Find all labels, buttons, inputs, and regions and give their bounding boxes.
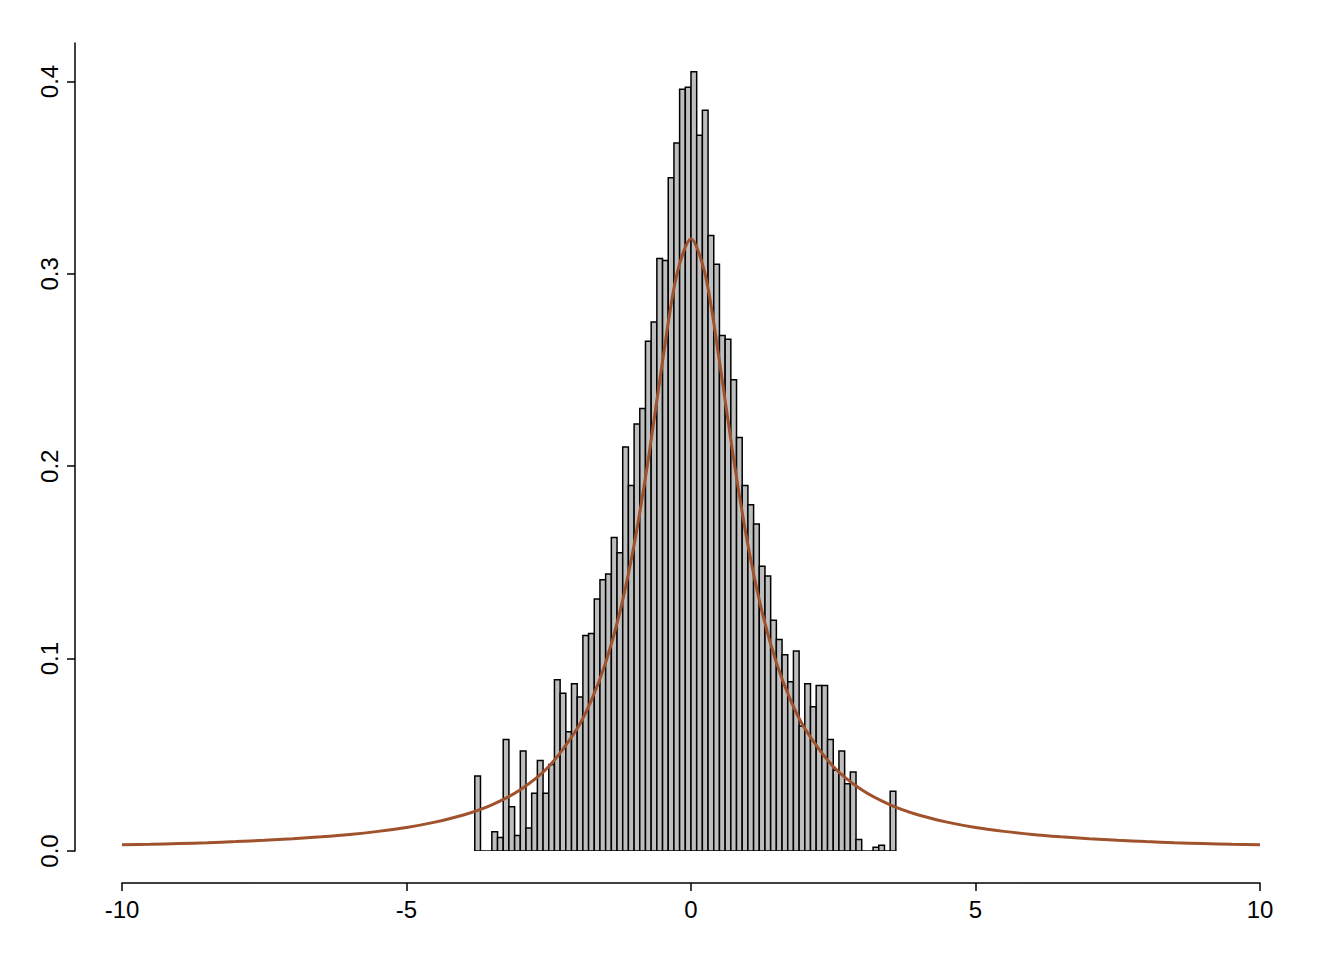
svg-text:0.3: 0.3 — [36, 257, 63, 290]
svg-text:0: 0 — [684, 896, 697, 923]
svg-text:0.1: 0.1 — [36, 642, 63, 675]
svg-text:5: 5 — [969, 896, 982, 923]
svg-text:0.0: 0.0 — [36, 834, 63, 867]
svg-text:-5: -5 — [396, 896, 417, 923]
svg-text:0.4: 0.4 — [36, 65, 63, 98]
svg-text:0.2: 0.2 — [36, 450, 63, 483]
svg-text:-10: -10 — [105, 896, 140, 923]
svg-text:10: 10 — [1247, 896, 1274, 923]
